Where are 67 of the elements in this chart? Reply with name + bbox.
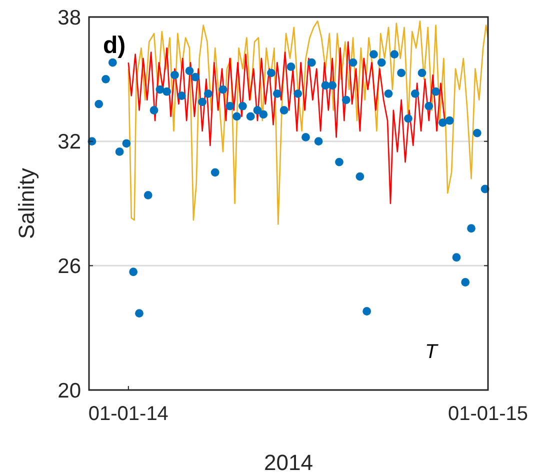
point <box>370 50 378 58</box>
point <box>286 62 296 71</box>
point <box>156 85 164 94</box>
y-tick-label: 20 <box>58 379 81 402</box>
point <box>384 89 393 98</box>
point <box>122 139 131 148</box>
y-tick-label: 32 <box>58 130 81 154</box>
point <box>432 87 440 96</box>
x-tick-label: 01-01-15 <box>448 403 528 425</box>
point <box>210 168 220 177</box>
point <box>238 102 247 110</box>
point <box>390 50 399 58</box>
x-tick-label: 01-01-14 <box>88 403 168 425</box>
point <box>342 96 350 104</box>
point <box>397 68 406 78</box>
point <box>294 89 302 98</box>
point <box>177 92 186 100</box>
point <box>191 72 200 82</box>
point <box>198 98 206 106</box>
point <box>445 116 454 125</box>
point <box>348 58 358 67</box>
annotation: T <box>425 341 439 363</box>
point <box>356 172 364 181</box>
point <box>410 89 420 98</box>
point <box>424 102 434 110</box>
point <box>204 89 212 98</box>
point <box>226 102 234 110</box>
point <box>314 137 323 146</box>
point <box>102 74 110 84</box>
annotation: d) <box>103 32 126 59</box>
point <box>135 309 144 318</box>
y-tick-label: 38 <box>58 6 81 30</box>
point <box>144 191 152 200</box>
point <box>335 158 344 166</box>
point <box>467 224 476 233</box>
point <box>129 268 138 276</box>
point <box>267 68 276 78</box>
point <box>377 58 386 67</box>
point <box>452 253 461 262</box>
point <box>272 89 282 98</box>
point <box>253 106 262 114</box>
point <box>328 81 337 90</box>
point <box>259 110 268 119</box>
point <box>108 58 117 67</box>
point <box>280 106 288 114</box>
point <box>362 307 372 316</box>
y-axis-title: Salinity <box>14 168 39 239</box>
point <box>185 66 194 76</box>
y-tick-label: 26 <box>58 255 81 278</box>
point <box>232 112 241 121</box>
point <box>162 87 172 96</box>
point <box>218 85 228 94</box>
point <box>307 58 316 67</box>
x-axis-title: 2014 <box>264 450 313 475</box>
point <box>246 112 255 121</box>
line-series <box>128 20 489 225</box>
point <box>115 147 124 156</box>
point <box>472 128 482 138</box>
point <box>461 278 470 286</box>
point <box>170 70 179 80</box>
point <box>302 132 310 142</box>
point <box>150 106 158 114</box>
point <box>438 118 447 127</box>
point <box>321 81 330 90</box>
point <box>94 100 104 108</box>
point <box>418 68 426 78</box>
point <box>404 114 412 123</box>
